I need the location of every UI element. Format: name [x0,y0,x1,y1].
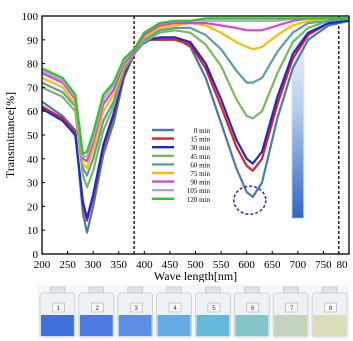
x-tick-label: 750 [315,259,332,271]
y-tick-label: 100 [22,11,39,23]
vial-liquid-7 [313,315,346,336]
x-tick-label: 700 [290,259,307,271]
legend-label-5: 75 min [190,170,210,178]
y-tick-label: 40 [27,154,39,166]
legend-label-3: 45 min [190,153,210,161]
vial-cap-5 [244,286,260,294]
vial-label-tag-4 [207,302,221,313]
vial-liquid-1 [79,315,113,336]
y-tick-label: 50 [27,130,39,142]
x-tick-label: 200 [34,259,51,271]
vial-cap-1 [88,286,105,294]
x-tick-label: 450 [162,259,179,271]
y-tick-label: 10 [27,225,39,237]
x-tick-label: 400 [136,259,153,271]
y-tick-label: 20 [27,201,39,213]
x-tick-label: 350 [111,259,128,271]
minimum-circle [233,185,267,216]
y-tick-label: 90 [27,35,39,47]
vial-label-tag-6 [285,302,298,313]
vial-label-7: 8 [329,306,333,312]
vial-label-tag-5 [246,302,260,313]
vial-label-tag-1 [91,302,104,313]
y-tick-label: 30 [27,178,39,190]
series-line-4 [41,17,350,177]
series-line-2 [41,19,350,220]
vial-label-5: 6 [251,306,255,312]
x-tick-label: 600 [238,259,255,271]
y-tick-label: 60 [27,106,39,118]
legend-label-0: 0 min [194,127,211,135]
vial-cap-0 [49,286,66,294]
x-tick-label: 80 [337,259,349,271]
legend-label-8: 120 min [187,196,211,204]
x-tick-label: 250 [59,259,76,271]
vial-label-1: 2 [96,306,100,312]
sample-vials-photo: 1 2 3 4 5 6 7 8 [38,285,349,339]
y-axis-label: Transmittance[%] [3,92,17,178]
x-tick-label: 550 [213,259,230,271]
series-line-8 [41,17,349,156]
x-tick-label: 650 [264,259,281,271]
vial-liquid-2 [118,315,152,336]
vial-label-tag-2 [129,302,143,313]
vial-label-6: 7 [290,306,294,312]
legend-label-1: 15 min [190,136,210,144]
x-tick-label: 500 [187,259,204,271]
vial-label-2: 3 [135,306,139,312]
vial-label-tag-3 [168,302,182,313]
x-tick-label: 300 [85,259,102,271]
legend-label-7: 105 min [187,187,211,195]
vial-label-3: 4 [173,306,177,312]
series-line-3 [41,17,350,189]
vial-cap-3 [166,286,182,294]
vial-liquid-4 [196,315,230,336]
y-tick-label: 0 [33,249,39,261]
vial-cap-4 [205,286,221,294]
legend-label-4: 60 min [190,161,210,169]
vial-label-tag-0 [52,302,65,313]
vial-cap-7 [321,286,338,294]
y-tick-label: 80 [27,59,39,71]
legend-label-2: 30 min [190,144,210,152]
vial-cap-6 [282,286,299,294]
vial-label-0: 1 [57,306,61,312]
y-tick-label: 70 [27,82,39,94]
legend-label-6: 90 min [190,179,210,187]
vial-liquid-3 [157,315,191,336]
vial-cap-2 [127,286,143,294]
series-line-5 [41,17,349,170]
vial-label-tag-7 [324,302,337,313]
vial-liquid-6 [274,315,308,336]
transmittance-chart: 0 10 20 30 40 50 60 70 80 90 100 200 250 300 350 400 450… [3,11,350,282]
series-line-6 [41,17,349,163]
series-line-0 [41,19,350,234]
vial-liquid-5 [235,315,269,336]
vial-liquid-0 [41,315,74,336]
vial-label-4: 5 [212,306,216,312]
x-axis-label: Wave length[nm] [154,269,237,282]
